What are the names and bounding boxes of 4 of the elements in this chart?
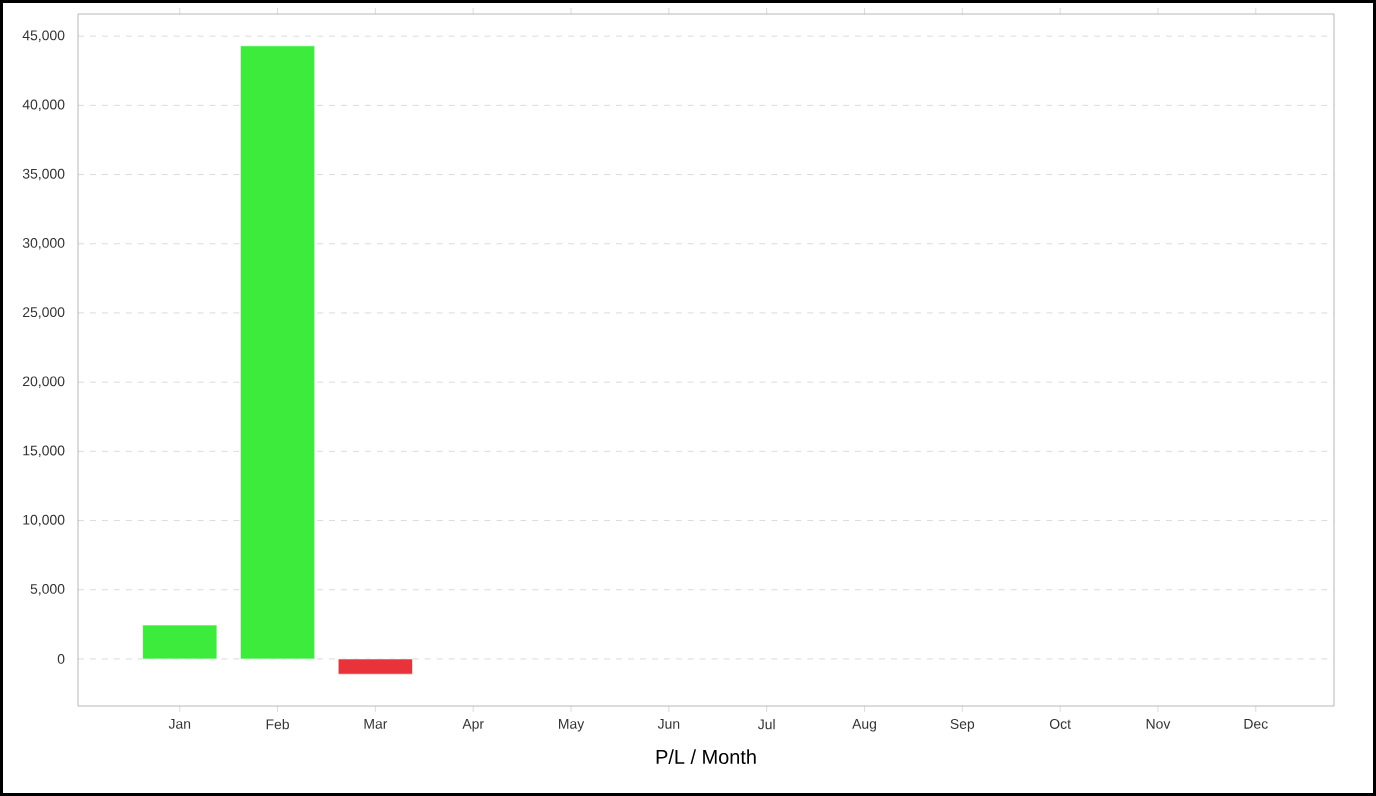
bar xyxy=(142,624,218,660)
bar xyxy=(240,45,316,660)
bar xyxy=(337,658,413,675)
x-axis-title: P/L / Month xyxy=(656,749,756,764)
